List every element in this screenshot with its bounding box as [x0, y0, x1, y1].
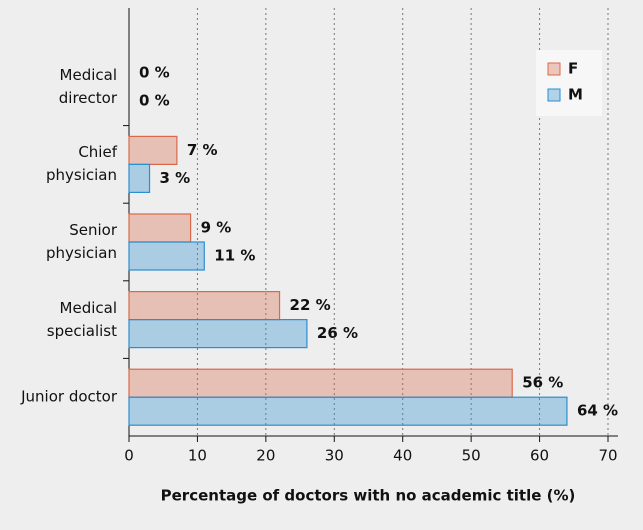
x-tick-label: 60	[530, 447, 549, 465]
y-tick-label: Medical specialist	[46, 298, 117, 340]
x-tick-label: 10	[188, 447, 207, 465]
x-axis-title: Percentage of doctors with no academic t…	[161, 487, 576, 505]
value-label: 26 %	[317, 324, 358, 342]
y-tick-label: Chief physician	[45, 143, 117, 185]
value-label: 56 %	[522, 374, 563, 392]
legend-swatch	[547, 88, 561, 102]
bar	[128, 319, 308, 349]
value-label: 0 %	[139, 63, 170, 81]
value-label: 3 %	[160, 169, 191, 187]
legend-box	[536, 50, 602, 116]
x-tick-label: 50	[462, 447, 481, 465]
bar	[128, 163, 151, 193]
bar	[128, 213, 192, 243]
x-tick-label: 20	[256, 447, 275, 465]
x-tick-label: 0	[124, 447, 134, 465]
x-tick-label: 30	[325, 447, 344, 465]
y-tick-label: Senior physician	[45, 221, 117, 262]
bar	[128, 291, 281, 321]
value-label: 11 %	[214, 247, 255, 265]
bar	[128, 241, 205, 271]
value-label: 64 %	[577, 402, 618, 420]
legend-label: F	[568, 60, 578, 78]
bar	[128, 368, 513, 398]
value-label: 7 %	[187, 141, 218, 159]
value-label: 22 %	[290, 296, 331, 314]
y-tick-label: Medical director	[58, 65, 117, 107]
x-tick-label: 70	[598, 447, 617, 465]
legend-swatch	[547, 62, 561, 76]
y-tick-label: Junior doctor	[21, 387, 117, 406]
value-label: 9 %	[201, 219, 232, 237]
value-label: 0 %	[139, 91, 170, 109]
x-tick-label: 40	[393, 447, 412, 465]
bar	[128, 135, 178, 165]
legend-label: M	[568, 86, 583, 104]
bar	[128, 396, 568, 426]
